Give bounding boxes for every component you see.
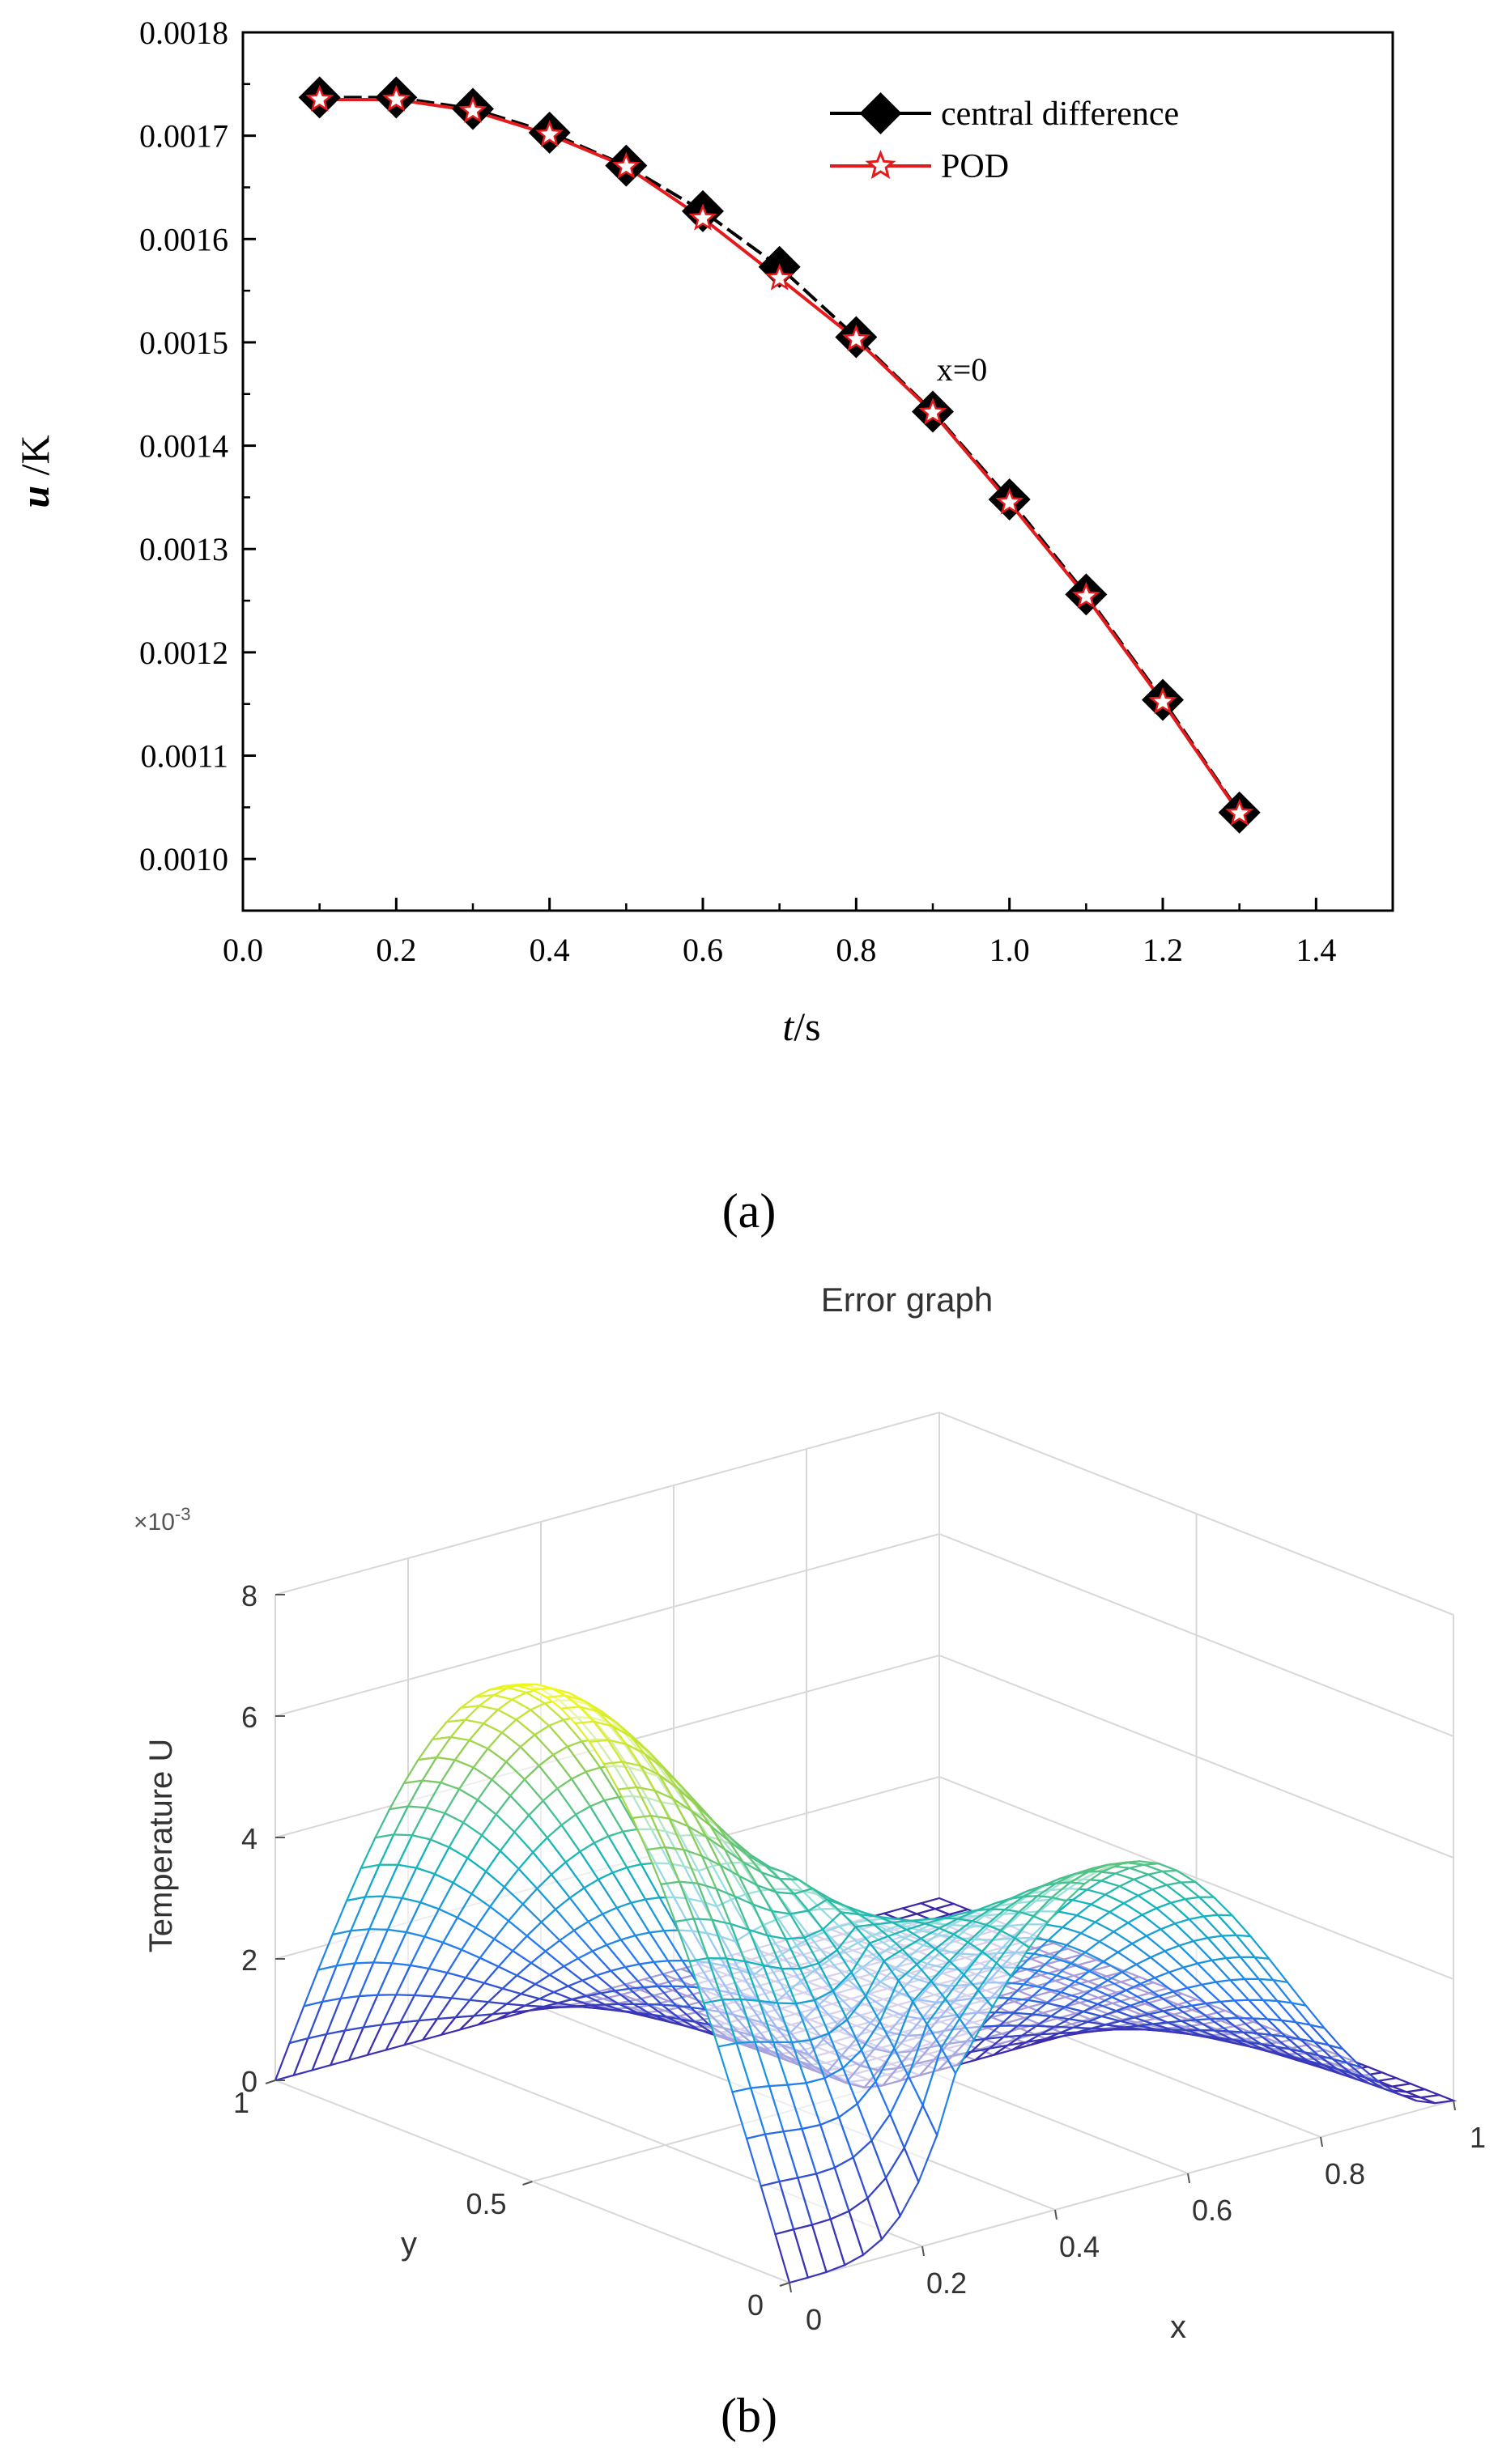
y-tick-label: 0 (747, 2288, 764, 2322)
x-tick-label: 0.8 (836, 932, 876, 968)
z-multiplier: ×10-3 (134, 1504, 190, 1536)
z-axis-label: Temperature U (143, 1739, 179, 1953)
marker-pod (458, 96, 487, 123)
x-tick-label: 0.8 (1325, 2157, 1365, 2190)
x-tick-label: 1 (1470, 2121, 1486, 2154)
marker-pod (611, 151, 640, 179)
z-tick-label: 6 (241, 1701, 257, 1734)
legend-marker-central-difference (859, 92, 902, 134)
x-tick-label: 0.4 (530, 932, 570, 968)
x-tick-label: 0.6 (1192, 2194, 1232, 2227)
y-tick-label: 0.0011 (140, 738, 228, 775)
z-tick-label: 4 (241, 1822, 257, 1855)
x-tick-label: 0.2 (926, 2266, 967, 2300)
x-axis-label: t/s (782, 1004, 820, 1049)
annotation-x0: x=0 (937, 351, 988, 388)
z-grid-line (274, 1532, 1454, 1737)
x-axis-label: x (1170, 2309, 1186, 2345)
x-tick-mark (789, 2282, 792, 2293)
x-tick-mark (1320, 2136, 1323, 2148)
chart-b: Error graph 0 2 4 6 8 ×10-3 Temperature U 0 0.2 0.… (134, 1281, 1486, 2345)
x-tick-label: 0 (806, 2303, 822, 2336)
y-tick-label: 0.0013 (139, 531, 228, 567)
marker-pod (381, 84, 411, 112)
z-multiplier-exponent: -3 (175, 1504, 191, 1524)
z-tick-label: 2 (241, 1944, 257, 1977)
y-axis-var: u (12, 486, 57, 508)
plot-frame (241, 31, 1394, 912)
marker-pod (1148, 686, 1177, 715)
x-tick-label: 0.6 (683, 932, 723, 968)
z-tick-label: 0 (241, 2065, 257, 2098)
legend-marker-pod (865, 149, 896, 180)
x-axis-var: t (782, 1004, 794, 1049)
x-tick-label: 0.2 (376, 932, 416, 968)
y-tick-label: 0.0016 (139, 221, 228, 257)
x-tick-label: 1.2 (1143, 932, 1183, 968)
y-tick-label: 0.0012 (139, 635, 228, 671)
x-tick-label: 0.0 (223, 932, 263, 968)
marker-pod (1071, 581, 1100, 609)
y-tick-mark (779, 2282, 790, 2287)
marker-pod (535, 120, 564, 147)
x-tick-mark (1453, 2100, 1456, 2111)
y-tick-label: 0.0014 (139, 428, 228, 465)
marker-pod (1225, 798, 1254, 826)
x-tick-mark (921, 2245, 925, 2257)
z-tick-label: 8 (241, 1579, 257, 1612)
y-axis-label: u /K (12, 435, 57, 508)
panel-label-a: (a) (721, 1184, 777, 1238)
marker-pod (918, 397, 947, 425)
x-tick-label: 1.0 (989, 932, 1030, 968)
y-tick-label: 0.0010 (139, 841, 228, 877)
legend-label-pod: POD (941, 148, 1009, 185)
series-line-pod (319, 98, 1241, 815)
y-tick-label: 0.5 (466, 2187, 506, 2220)
x-tick-label: 1.4 (1296, 932, 1336, 968)
surface (274, 1683, 1458, 2284)
x-tick-mark (1054, 2209, 1058, 2220)
marker-pod (305, 84, 334, 112)
surface-title: Error graph (821, 1281, 993, 1319)
y-tick-mark (522, 2181, 533, 2186)
marker-pod (765, 263, 794, 291)
y-axis-unit: /K (12, 435, 57, 486)
marker-pod (688, 203, 717, 231)
x-axis-unit: /s (794, 1004, 820, 1049)
chart-a: 0.00100.00110.00120.00130.00140.00150.00… (12, 15, 1394, 1049)
y-axis-label: y (401, 2226, 417, 2262)
y-tick-label: 1 (233, 2086, 249, 2119)
y-tick-mark (265, 2080, 276, 2084)
marker-pod (841, 324, 870, 351)
series-line-central-difference (319, 96, 1241, 814)
panel-label-b: (b) (721, 2389, 777, 2442)
z-grid-line (274, 1411, 1454, 1616)
x-tick-label: 0.4 (1059, 2230, 1100, 2263)
z-multiplier-base: ×10 (134, 1509, 175, 1536)
y-tick-label: 0.0015 (139, 325, 228, 361)
legend-label-central-difference: central difference (941, 96, 1179, 133)
y-tick-label: 0.0018 (139, 15, 228, 51)
marker-pod (995, 487, 1024, 515)
surface-patch (774, 2228, 810, 2284)
y-tick-label: 0.0017 (139, 118, 228, 155)
x-tick-mark (1187, 2173, 1190, 2184)
